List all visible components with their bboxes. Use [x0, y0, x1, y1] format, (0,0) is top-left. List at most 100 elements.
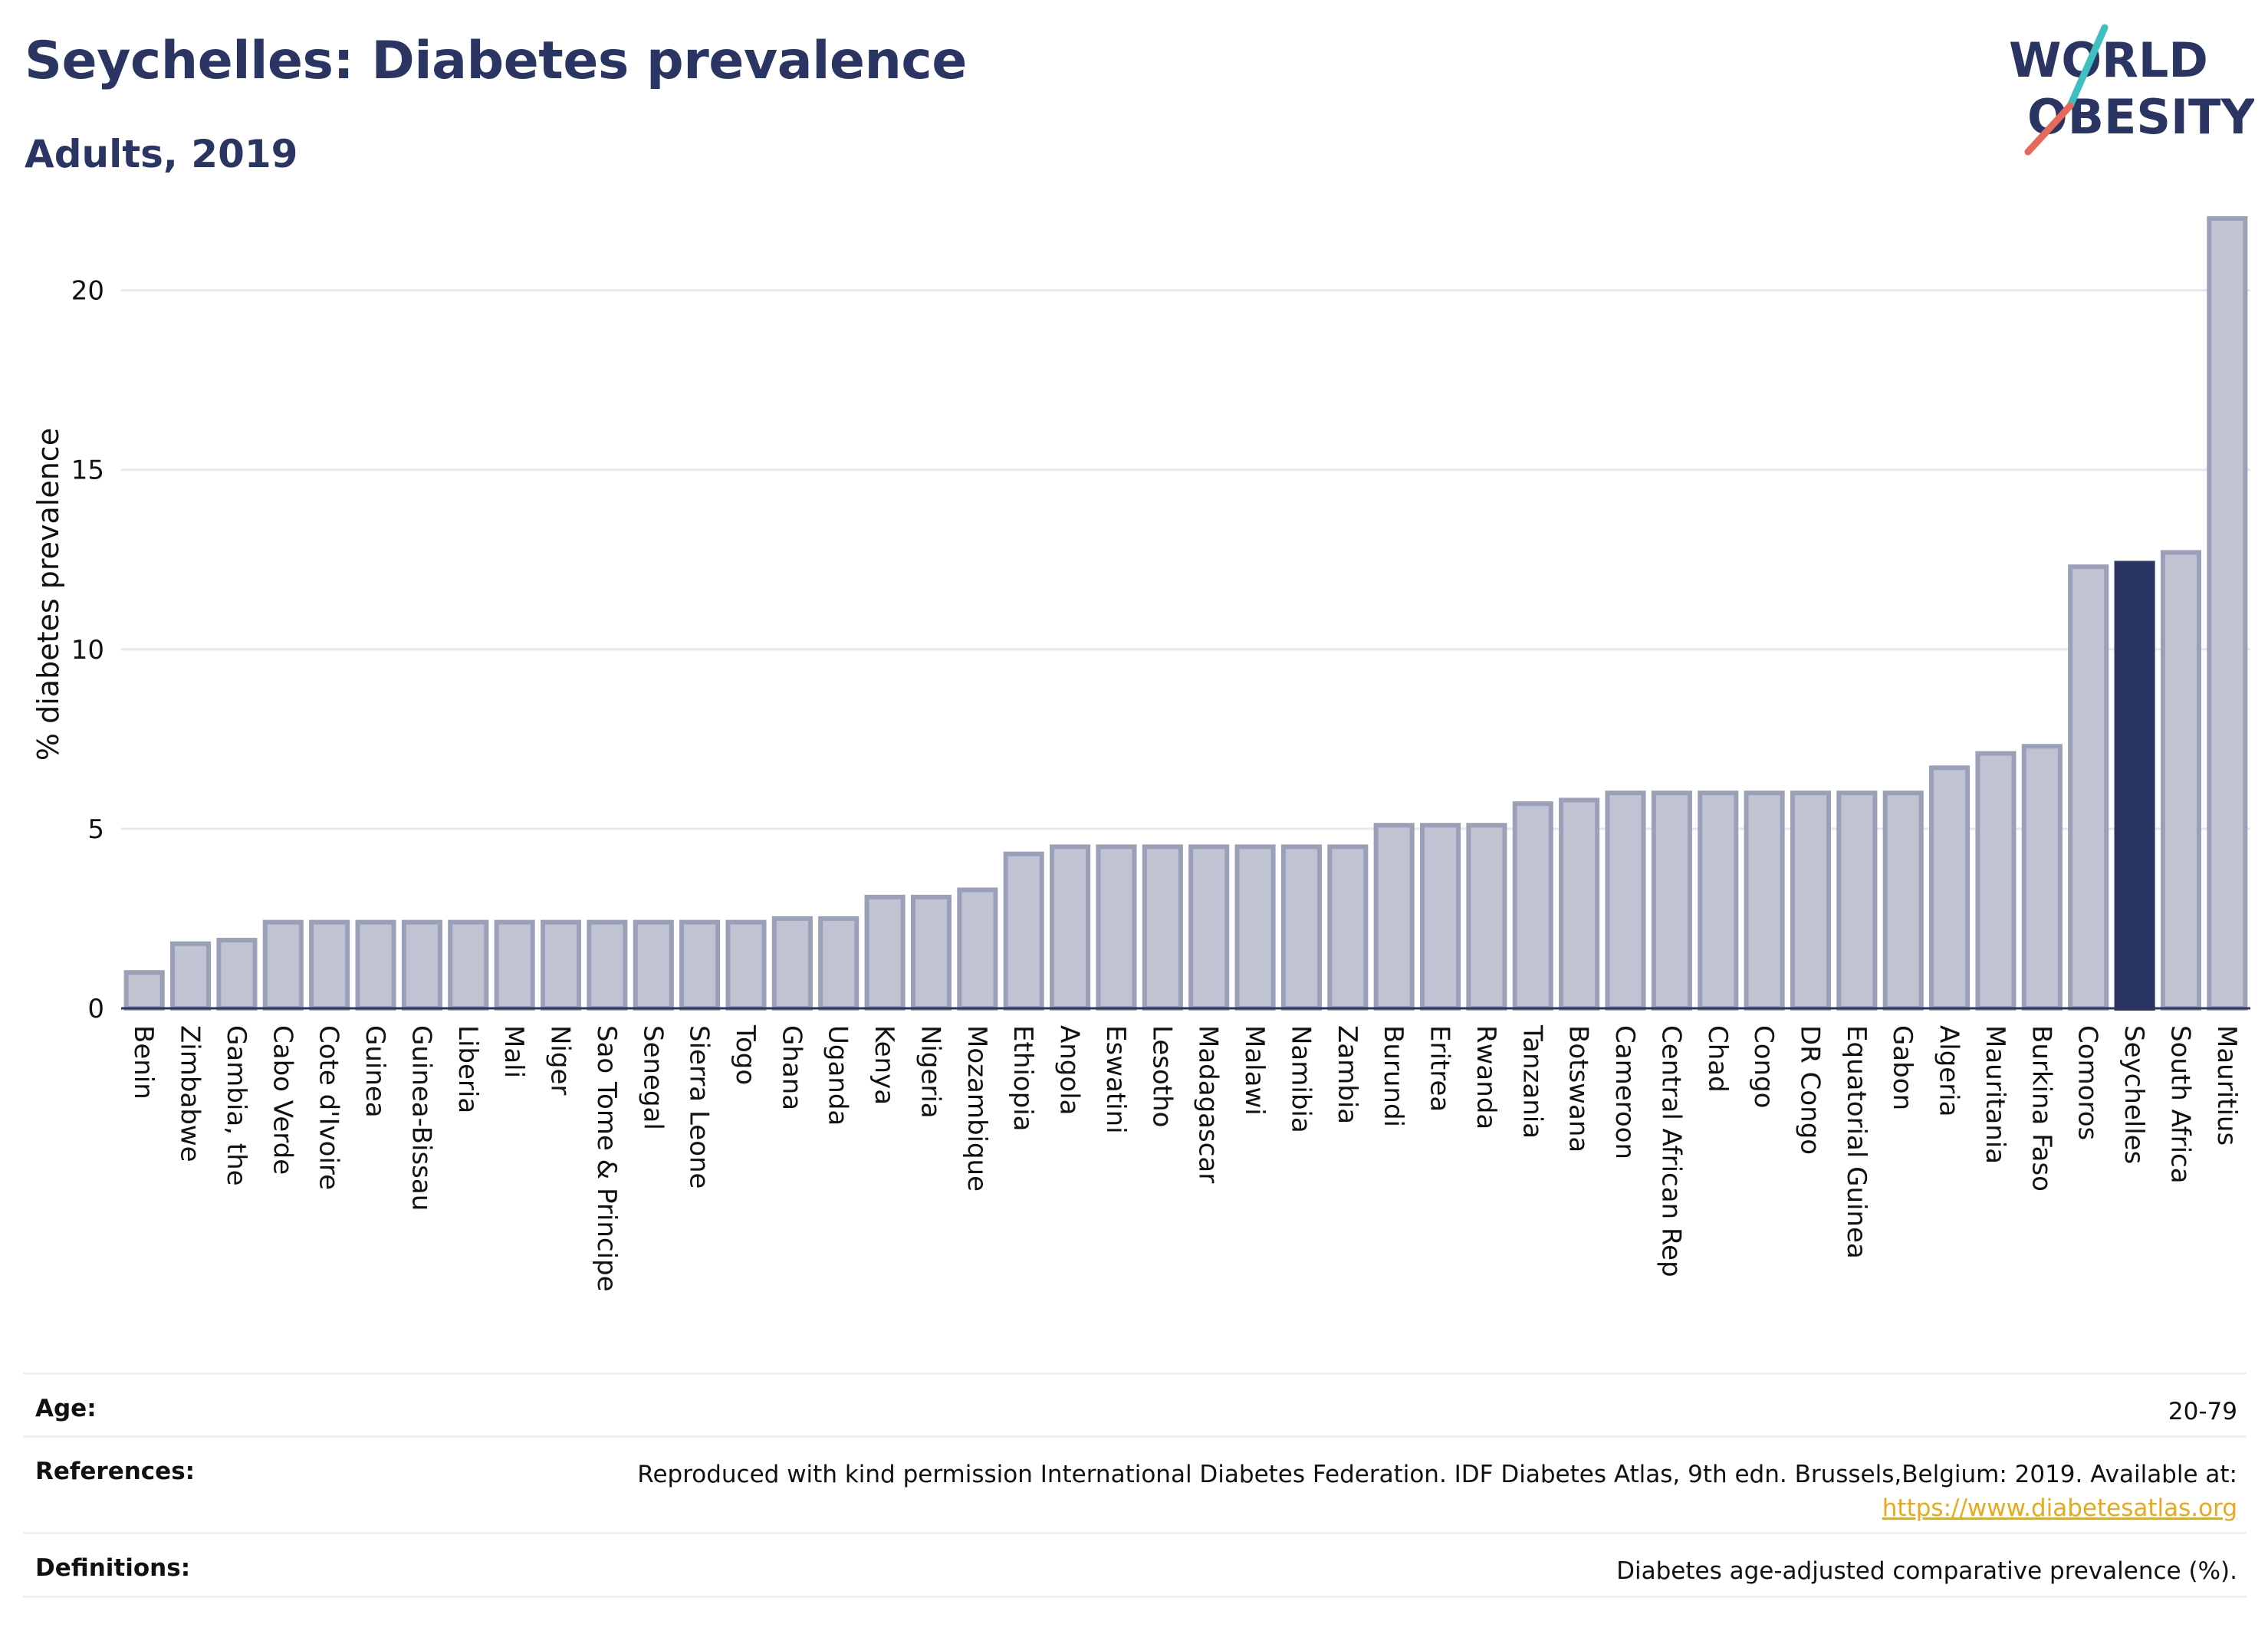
bar-malawi [1234, 844, 1276, 1011]
bar-ghana [771, 916, 813, 1011]
bar-seychelles [2114, 561, 2155, 1011]
x-tick-label: Cameroon [1609, 1025, 1640, 1159]
x-tick-label: Namibia [1285, 1025, 1316, 1133]
x-tick-label: Rwanda [1471, 1025, 1501, 1129]
x-tick-label: Kenya [869, 1025, 899, 1105]
x-tick-label: Botswana [1563, 1025, 1594, 1152]
age-label: Age: [35, 1395, 97, 1422]
y-tick-labels: 0 5 10 15 20 [71, 276, 104, 1024]
references-link[interactable]: https://www.diabetesatlas.org [1882, 1494, 2237, 1522]
x-tick-label: DR Congo [1794, 1025, 1825, 1155]
x-tick-label: Liberia [452, 1025, 483, 1113]
age-value: 20-79 [2168, 1398, 2237, 1425]
logo-slash-teal [2066, 24, 2109, 110]
bar-zambia [1327, 844, 1369, 1011]
x-tick-label: Sao Tome & Principe [591, 1025, 622, 1292]
x-tick-label: South Africa [2164, 1025, 2195, 1184]
x-tick-label: Ghana [776, 1025, 807, 1110]
x-tick-label: Sierra Leone [684, 1025, 715, 1189]
bar-eswatini [1096, 844, 1137, 1011]
bar-congo [1744, 791, 1785, 1011]
bar-lesotho [1142, 844, 1183, 1011]
bar-algeria [1929, 765, 1971, 1011]
bar-ethiopia [1003, 851, 1044, 1011]
x-tick-label: Lesotho [1146, 1025, 1177, 1127]
x-tick-label: Mozambique [961, 1025, 992, 1192]
bar-zimbabwe [170, 941, 212, 1011]
x-tick-label: Malawi [1239, 1025, 1270, 1116]
x-tick-label: Gabon [1887, 1025, 1918, 1110]
x-tick-label: Niger [545, 1025, 576, 1095]
x-tick-label: Chad [1702, 1025, 1733, 1093]
bar-mozambique [957, 887, 998, 1011]
info-row-definitions: Definitions: Diabetes age-adjusted compa… [23, 1532, 2247, 1598]
bar-equatorial-guinea [1836, 791, 1878, 1011]
info-table: Age: 20-79 References: Reproduced with k… [23, 1373, 2247, 1598]
x-tick-label: Burundi [1378, 1025, 1408, 1127]
bar-chad [1698, 791, 1739, 1011]
x-tick-label: Comoros [2072, 1025, 2103, 1140]
bar-namibia [1280, 844, 1322, 1011]
y-tick-label: 15 [71, 455, 104, 486]
x-tick-label: Mauritania [1980, 1025, 2010, 1164]
x-tick-label: Zambia [1332, 1025, 1362, 1124]
bar-mauritania [1975, 751, 2017, 1011]
bar-central-african-rep [1651, 791, 1692, 1011]
grid-lines [121, 289, 2250, 830]
chart-title: Seychelles: Diabetes prevalence [25, 31, 967, 91]
x-tick-labels: Benin Zimbabwe Gambia, the Cabo Verde Cote d… [128, 1024, 2242, 1292]
x-tick-label: Guinea [360, 1025, 390, 1118]
chart-subtitle: Adults, 2019 [25, 132, 298, 176]
logo-line2: OBESITY [2027, 89, 2254, 145]
bar-benin [123, 970, 165, 1011]
bar-kenya [864, 894, 906, 1011]
x-tick-label: Burkina Faso [2026, 1025, 2056, 1192]
x-tick-label: Mauritius [2211, 1025, 2242, 1146]
info-row-references: References: Reproduced with kind permiss… [23, 1435, 2247, 1532]
world-obesity-logo: WORLD OBESITY [2009, 24, 2254, 156]
x-tick-label: Equatorial Guinea [1841, 1025, 1872, 1259]
x-tick-label: Madagascar [1193, 1025, 1224, 1183]
bar-uganda [818, 916, 860, 1011]
bar-madagascar [1188, 844, 1230, 1011]
x-tick-label: Uganda [823, 1025, 853, 1126]
bar-eritrea [1419, 823, 1461, 1011]
x-tick-label: Zimbabwe [175, 1025, 205, 1162]
bar-tanzania [1512, 801, 1553, 1011]
x-tick-label: Guinea-Bissau [406, 1025, 436, 1211]
x-tick-label: Cabo Verde [267, 1025, 297, 1175]
bar-sierra-leone [679, 919, 721, 1011]
y-axis-title: % diabetes prevalence [31, 428, 65, 761]
x-tick-label: Angola [1054, 1025, 1085, 1115]
references-value: Reproduced with kind permission Internat… [637, 1438, 2247, 1525]
x-tick-label: Tanzania [1517, 1024, 1547, 1139]
info-row-age: Age: 20-79 [23, 1373, 2247, 1435]
bar-burkina-faso [2021, 744, 2063, 1011]
bar-angola [1050, 844, 1091, 1011]
x-tick-label: Gambia, the [221, 1025, 251, 1186]
logo-slash-coral [2024, 102, 2074, 156]
x-tick-label: Central African Rep [1655, 1025, 1686, 1277]
bar-chart: 0 5 10 15 20 Benin Zimbabwe Gambia, the Cabo Ve… [31, 216, 2250, 1292]
x-tick-label: Togo [730, 1024, 761, 1085]
bar-comoros [2068, 564, 2109, 1011]
x-tick-label: Benin [128, 1025, 159, 1100]
y-tick-label: 5 [87, 814, 104, 845]
definitions-value: Diabetes age-adjusted comparative preval… [1616, 1557, 2237, 1585]
bar-nigeria [910, 894, 952, 1011]
bar-liberia [448, 919, 489, 1011]
x-tick-label: Algeria [1934, 1025, 1964, 1116]
bar-gabon [1882, 791, 1924, 1011]
bar-guinea [355, 919, 396, 1011]
x-tick-label: Senegal [637, 1025, 668, 1130]
bar-sao-tome-principe [587, 919, 628, 1011]
bar-guinea-bissau [401, 919, 442, 1011]
bar-mali [494, 919, 535, 1011]
x-tick-label: Eritrea [1425, 1025, 1455, 1112]
x-tick-label: Nigeria [915, 1025, 945, 1119]
bar-mauritius [2207, 216, 2248, 1011]
bar-niger [540, 919, 582, 1011]
bar-cote-d-ivoire [309, 919, 350, 1011]
logo-line1: WORLD [2009, 32, 2208, 88]
bar-cabo-verde [262, 919, 304, 1011]
